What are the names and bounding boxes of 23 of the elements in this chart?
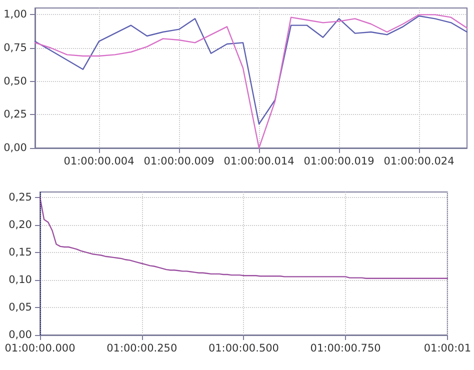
y-tick-label: 0,25 — [4, 108, 27, 121]
y-tick-label: 0,20 — [8, 219, 32, 231]
y-tick-label: 0,05 — [8, 302, 32, 314]
y-tick-label: 0,15 — [8, 246, 32, 258]
y-tick-label: 0,50 — [4, 75, 27, 88]
y-tick-label: 0,00 — [4, 142, 27, 154]
line-series — [39, 196, 448, 279]
x-tick-label: 01:00:00.019 — [304, 156, 374, 168]
x-tick-label: 01:00:00.250 — [106, 342, 178, 354]
x-tick-label: 01:00:00.014 — [224, 156, 295, 168]
x-tick-label: 01:00:00.500 — [208, 342, 279, 354]
y-tick-label: 1,00 — [4, 8, 27, 21]
x-tick-label: 01:00:00.750 — [310, 342, 381, 354]
x-tick-label: 01:00:00.009 — [144, 156, 214, 168]
y-tick-label: 0,10 — [8, 274, 32, 286]
y-tick-label: 0,75 — [4, 42, 27, 54]
x-tick-label: 01:00:00.000 — [4, 342, 76, 354]
y-tick-label: 0,25 — [8, 192, 32, 204]
x-tick-label: 01:00:00.004 — [64, 156, 135, 168]
y-tick-label: 0,00 — [8, 329, 32, 341]
x-tick-label: 01:00:01 — [424, 342, 472, 354]
x-tick-label: 01:00:00.024 — [384, 156, 455, 168]
line-series — [34, 15, 468, 125]
